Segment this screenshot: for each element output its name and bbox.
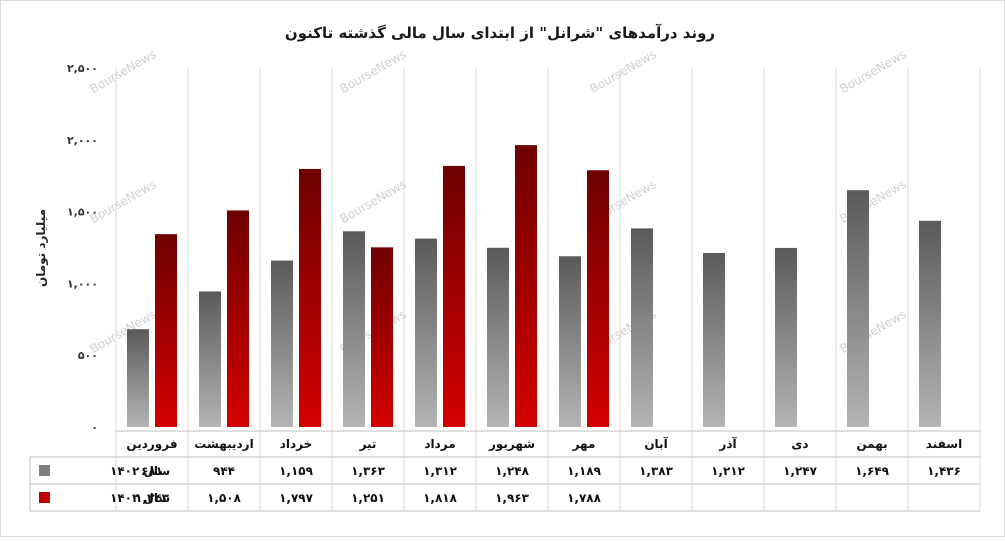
- data-label: ۶۸۱: [141, 464, 163, 478]
- bar-series-1403: [515, 145, 537, 427]
- data-table: فروردین اردیبهشت خرداد تیر مرداد شهریور مهر آبا…: [29, 430, 980, 512]
- bar-series-1402: [199, 291, 221, 427]
- y-axis-label: میلیارد تومان: [34, 209, 49, 287]
- data-label: ۱,۲۵۱: [351, 491, 385, 505]
- data-label: ۱,۷۹۷: [279, 491, 314, 505]
- data-label: ۱,۳۶۳: [351, 464, 386, 478]
- category-label: تیر: [359, 437, 377, 451]
- bar-series-1402: [559, 256, 581, 427]
- data-label: ۱,۳۴۳: [135, 491, 170, 505]
- category-label: اسفند: [926, 437, 962, 451]
- bars-layer: [127, 145, 941, 428]
- bar-series-1402: [415, 238, 437, 427]
- category-label: مرداد: [424, 437, 455, 451]
- category-label: فروردین: [126, 437, 177, 452]
- bar-series-1403: [155, 234, 177, 427]
- bar-series-1402: [631, 228, 653, 427]
- y-tick-label: ۰: [91, 421, 98, 434]
- data-label: ۱,۸۱۸: [423, 491, 458, 505]
- data-label: ۱,۲۱۲: [711, 464, 746, 478]
- data-label: ۱,۲۴۷: [783, 464, 818, 478]
- category-label: شهریور: [488, 437, 535, 452]
- bar-series-1402: [847, 190, 869, 427]
- bar-series-1403: [443, 165, 465, 428]
- grid-layer: [115, 68, 981, 511]
- y-tick-label: ۱,۰۰۰: [67, 277, 98, 290]
- category-label: دی: [791, 437, 808, 451]
- data-label: ۱,۱۸۹: [567, 464, 602, 478]
- y-tick-label: ۵۰۰: [78, 349, 98, 362]
- y-tick-label: ۱,۵۰۰: [67, 206, 98, 219]
- category-label: آبان: [644, 436, 668, 451]
- bar-series-1403: [299, 168, 321, 427]
- legend-label: سال ۱۴۰۲: [110, 464, 170, 478]
- y-tick-label: ۲,۰۰۰: [67, 134, 98, 147]
- y-tick-label: ۲,۵۰۰: [67, 62, 98, 75]
- category-label: مهر: [572, 437, 596, 451]
- data-label: ۱,۹۶۳: [495, 491, 530, 505]
- category-label: آذر: [718, 436, 737, 451]
- legend-label: سال ۱۴۰۳: [110, 491, 170, 505]
- data-label: ۱,۳۸۳: [639, 464, 674, 478]
- bar-series-1403: [587, 170, 609, 427]
- bar-series-1403: [227, 210, 249, 427]
- category-label: خرداد: [280, 437, 313, 451]
- bar-series-1402: [703, 252, 725, 427]
- bar-series-1402: [919, 220, 941, 427]
- bar-series-1402: [487, 247, 509, 427]
- chart-title: روند درآمدهای "شرانل" از ابتدای سال مالی…: [285, 24, 715, 42]
- bar-series-1402: [343, 231, 365, 427]
- data-label: ۱,۱۵۹: [279, 464, 314, 478]
- data-label: ۱,۶۴۹: [855, 464, 890, 478]
- y-axis: ۰ ۵۰۰ ۱,۰۰۰ ۱,۵۰۰ ۲,۰۰۰ ۲,۵۰۰ میلیارد تومان: [34, 62, 98, 434]
- data-label: ۱,۴۳۶: [927, 464, 961, 478]
- data-label: ۱,۳۱۲: [423, 464, 458, 478]
- data-label: ۱,۵۰۸: [207, 491, 242, 505]
- data-label: ۹۴۴: [213, 464, 235, 478]
- data-label: ۱,۷۸۸: [567, 491, 602, 505]
- bar-series-1402: [271, 260, 293, 427]
- category-label: بهمن: [856, 437, 887, 451]
- bar-series-1402: [127, 329, 149, 427]
- bar-series-1402: [775, 247, 797, 427]
- data-label: ۱,۲۴۸: [495, 464, 530, 478]
- category-label: اردیبهشت: [194, 437, 253, 451]
- bar-series-1403: [371, 247, 393, 427]
- legend-swatch: [39, 492, 50, 503]
- legend-swatch: [39, 465, 50, 476]
